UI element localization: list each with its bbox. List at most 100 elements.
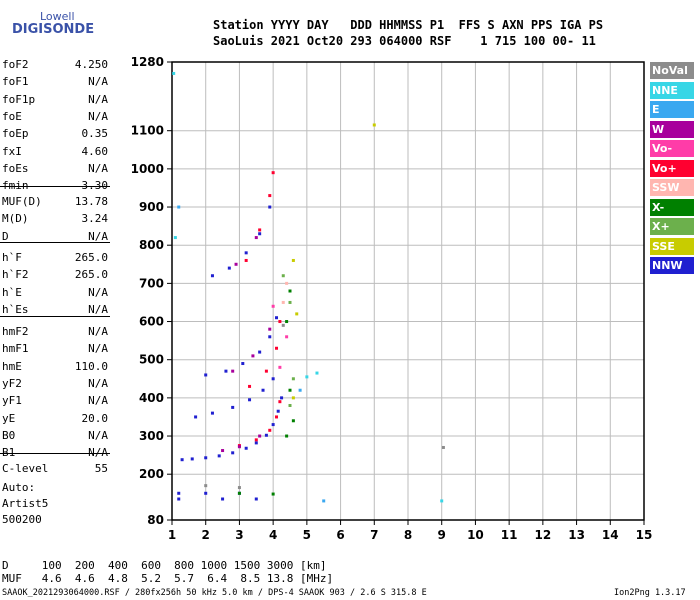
y-tick-label: 1000	[131, 162, 164, 176]
param-value: N/A	[88, 229, 108, 243]
param-row: yF2 N/A	[2, 377, 108, 393]
y-tick-label: 300	[139, 429, 164, 443]
data-point-x	[288, 388, 292, 392]
data-point-nnw	[210, 274, 214, 278]
data-point-vo	[278, 365, 282, 369]
param-name: hmF1	[2, 342, 29, 356]
footer-file-info: SAAOK_2021293064000.RSF / 280fx256h 50 k…	[2, 588, 427, 598]
param-row: h`E N/A	[2, 286, 108, 302]
data-point-nnw	[261, 388, 265, 392]
x-tick-label: 2	[202, 528, 210, 542]
param-value: N/A	[88, 342, 108, 356]
data-point-nnw	[221, 497, 225, 501]
param-row: fmin 3.30	[2, 179, 108, 195]
param-name: MUF(D)	[2, 195, 42, 208]
data-point-w	[254, 236, 258, 240]
param-row: foEp 0.35	[2, 127, 108, 143]
data-point-noval	[204, 484, 208, 488]
data-point-nnw	[177, 497, 181, 501]
auto-version: 500200	[2, 513, 42, 526]
param-name: foF1	[2, 75, 29, 89]
param-name: foEp	[2, 127, 29, 141]
data-point-nnw	[204, 491, 208, 495]
x-tick-label: 12	[535, 528, 552, 542]
param-name: yF1	[2, 394, 22, 408]
param-value: N/A	[88, 428, 108, 442]
data-point-e	[177, 205, 181, 209]
x-tick-label: 8	[404, 528, 412, 542]
data-point-vo	[254, 438, 258, 442]
data-point-nnw	[275, 316, 279, 320]
footer-d-line: D 100 200 400 600 800 1000 1500 3000 [km…	[2, 559, 327, 572]
data-point-x	[285, 320, 289, 324]
data-point-vo	[278, 320, 282, 324]
param-row: foF2 4.250	[2, 58, 108, 74]
param-row: D N/A	[2, 230, 108, 246]
data-point-w	[251, 354, 255, 358]
param-value: 0.35	[81, 127, 109, 141]
data-point-nnw	[276, 409, 280, 413]
data-point-nne	[440, 499, 444, 503]
x-tick-label: 15	[636, 528, 653, 542]
param-value: N/A	[88, 446, 108, 460]
param-value: 4.250	[74, 58, 108, 71]
data-point-nne	[315, 371, 319, 375]
y-tick-label: 80	[147, 513, 164, 527]
param-name: D	[2, 229, 9, 243]
x-tick-label: 11	[501, 528, 518, 542]
param-value: N/A	[88, 302, 108, 316]
data-point-nnw	[224, 369, 228, 373]
data-point-nnw	[258, 232, 262, 236]
data-point-w	[237, 445, 241, 449]
data-point-x	[288, 300, 292, 304]
param-name: foEs	[2, 161, 29, 175]
data-point-nnw	[244, 446, 248, 450]
data-point-vo	[268, 428, 272, 432]
data-point-vo	[278, 400, 282, 404]
x-tick-label: 5	[303, 528, 311, 542]
y-tick-label: 800	[139, 238, 164, 252]
data-point-x	[288, 289, 292, 293]
data-point-vo	[248, 384, 252, 388]
data-point-noval	[441, 445, 445, 449]
data-point-x	[281, 274, 285, 278]
footer-muf-line: MUF 4.6 4.6 4.8 5.2 5.7 6.4 8.5 13.8 [MH…	[2, 572, 334, 585]
param-separator	[0, 186, 110, 187]
legend-item-w: W	[650, 120, 694, 138]
data-point-vo	[271, 304, 275, 308]
param-row: foEs N/A	[2, 162, 108, 178]
x-tick-label: 9	[438, 528, 446, 542]
param-name: B1	[2, 446, 16, 460]
x-tick-label: 10	[467, 528, 484, 542]
data-point-x	[291, 377, 295, 381]
param-name: M(D)	[2, 212, 29, 226]
param-value: N/A	[88, 325, 108, 338]
param-name: foE	[2, 109, 22, 123]
param-separator	[0, 453, 110, 454]
data-point-sse	[291, 396, 295, 400]
param-row: hmE 110.0	[2, 360, 108, 376]
auto-label: Auto:	[2, 481, 36, 494]
data-point-nnw	[264, 433, 268, 437]
data-point-nnw	[177, 491, 181, 495]
data-point-x	[288, 404, 292, 407]
param-name: fmin	[2, 179, 29, 193]
data-point-x	[291, 419, 295, 423]
data-point-x	[271, 492, 275, 496]
param-separator	[0, 316, 110, 317]
y-tick-label: 700	[139, 276, 164, 290]
param-row: yF1 N/A	[2, 394, 108, 410]
param-value: N/A	[88, 285, 108, 299]
plot-frame	[171, 61, 645, 521]
data-point-nnw	[268, 335, 272, 339]
param-name: h`Es	[2, 302, 29, 316]
y-tick-label: 500	[139, 353, 164, 367]
data-point-ssw	[285, 281, 289, 285]
header-line-2: SaoLuis 2021 Oct20 293 064000 RSF 1 715 …	[213, 34, 596, 48]
x-tick-label: 3	[235, 528, 243, 542]
data-point-sse	[372, 123, 376, 127]
y-tick-label: 400	[139, 391, 164, 405]
data-point-nne	[173, 236, 177, 240]
param-row: hmF1 N/A	[2, 342, 108, 358]
